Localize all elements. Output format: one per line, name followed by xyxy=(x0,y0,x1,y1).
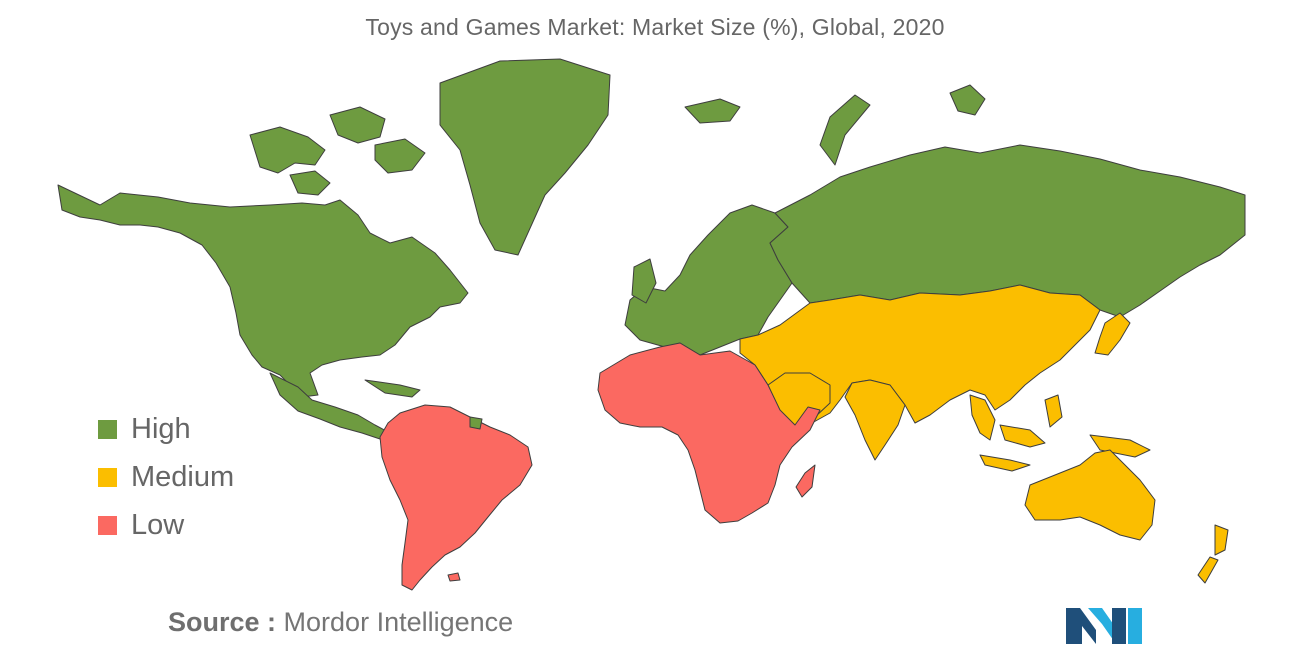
map-title: Toys and Games Market: Market Size (%), … xyxy=(365,14,945,40)
region-falklands xyxy=(447,572,461,582)
region-south-america xyxy=(379,404,533,591)
region-new-zealand xyxy=(1197,524,1229,584)
logo-shape-right xyxy=(1112,608,1126,644)
legend-item-low: Low xyxy=(98,501,234,549)
logo-shape-left xyxy=(1066,608,1096,644)
region-iceland xyxy=(684,98,741,124)
region-new-guinea xyxy=(1089,434,1151,458)
region-arctic-islands xyxy=(249,106,426,196)
region-north-america xyxy=(57,184,469,398)
legend-label-high: High xyxy=(131,412,191,445)
source-prefix: Source : xyxy=(168,607,277,637)
legend-item-medium: Medium xyxy=(98,453,234,501)
region-french-guiana xyxy=(469,416,483,430)
region-uk xyxy=(631,258,657,304)
region-japan xyxy=(1094,312,1131,356)
region-africa xyxy=(597,342,821,524)
source-name: Mordor Intelligence xyxy=(283,607,514,637)
legend-label-medium: Medium xyxy=(131,460,235,493)
legend: High Medium Low xyxy=(98,405,234,549)
logo-shape-mid xyxy=(1088,608,1116,644)
mordor-intelligence-logo xyxy=(1066,608,1142,644)
legend-item-high: High xyxy=(98,405,234,453)
region-india xyxy=(844,379,906,461)
logo-shape-accent xyxy=(1128,608,1142,644)
legend-swatch-high xyxy=(98,419,117,439)
world-map xyxy=(57,58,1246,591)
region-greenland xyxy=(439,58,611,256)
region-australia xyxy=(1024,449,1156,541)
source-credit: Source : Mordor Intelligence xyxy=(168,607,513,638)
region-southeast-asia xyxy=(969,394,1063,472)
legend-label-low: Low xyxy=(131,508,185,541)
legend-swatch-medium xyxy=(98,467,117,487)
legend-swatch-low xyxy=(98,515,117,535)
region-novaya-zemlya xyxy=(819,94,871,166)
region-madagascar xyxy=(795,464,816,498)
region-svalbard xyxy=(949,84,986,116)
